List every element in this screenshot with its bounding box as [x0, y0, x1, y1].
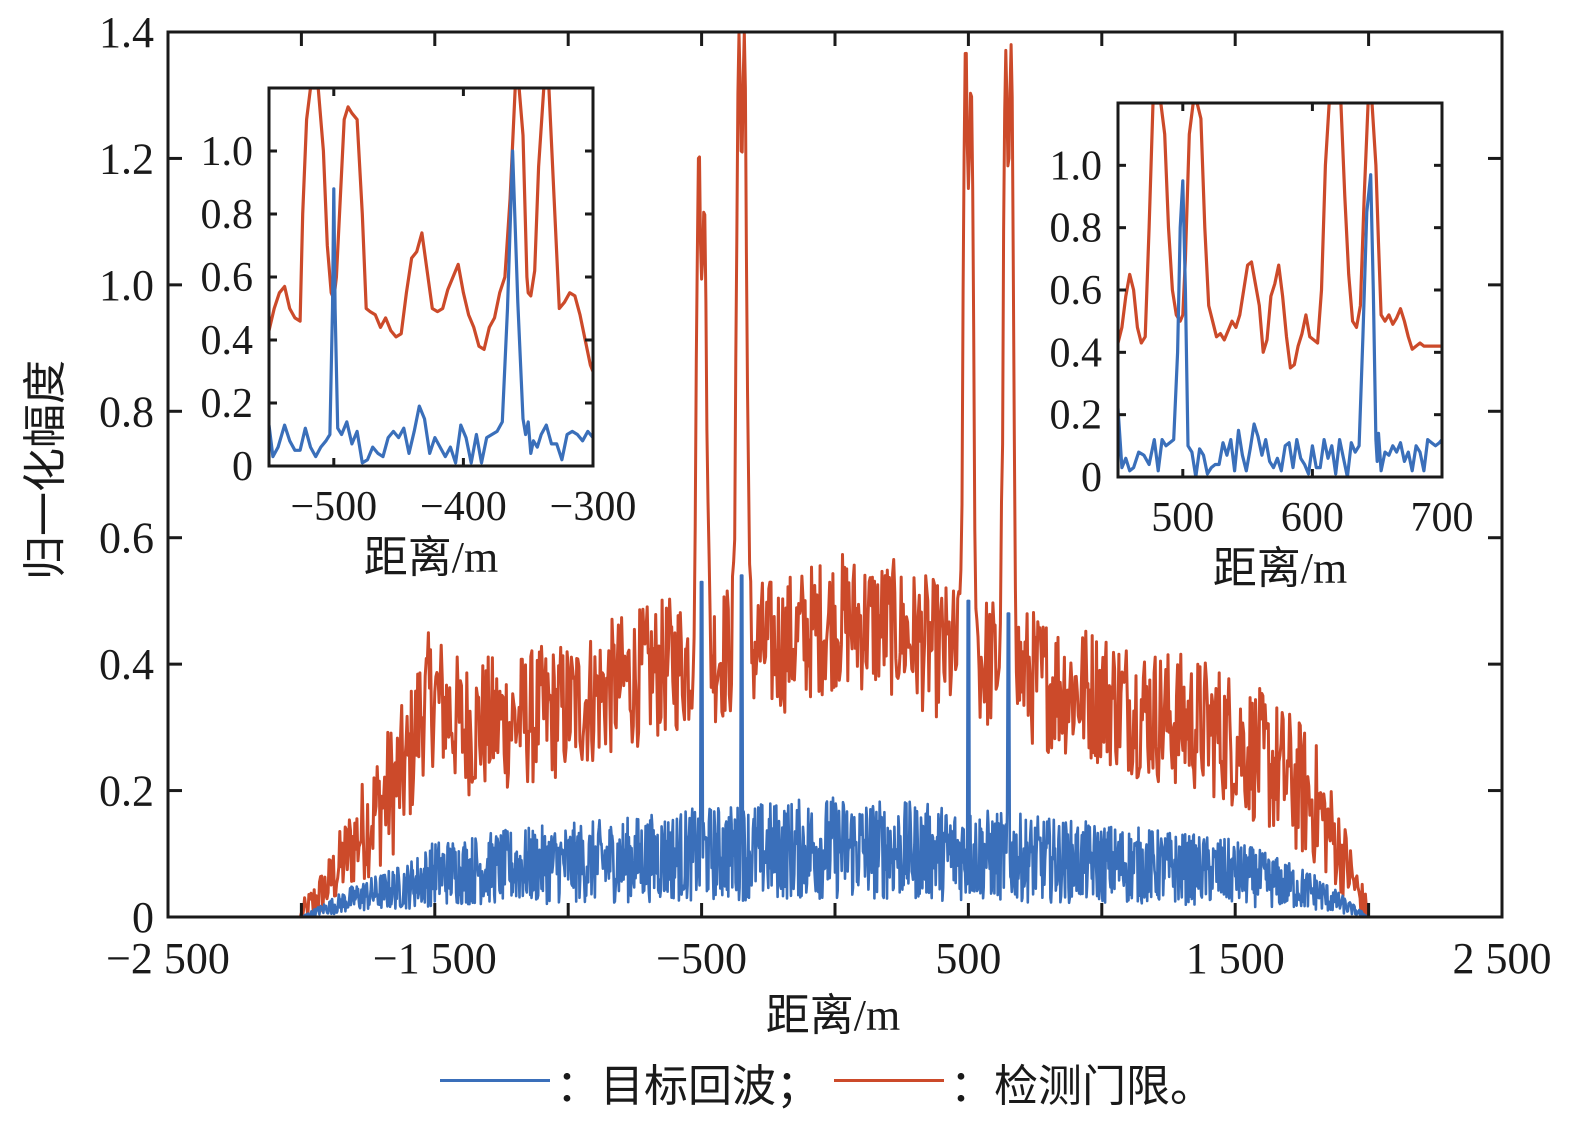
y-tick-label: 0.6 [99, 514, 154, 563]
x-tick-label: −500 [656, 934, 747, 983]
series-line-target-echo [300, 574, 1370, 917]
inset-y-tick-label: 1.0 [1050, 143, 1103, 189]
inset-x-tick-label: −400 [420, 484, 507, 530]
inset-y-tick-label: 0.8 [1050, 206, 1103, 252]
inset-y-tick-label: 0.6 [201, 255, 254, 301]
legend-label-target-echo: ：目标回波； [556, 1062, 820, 1111]
inset-left: −500 −400 −300 0 0.2 0.4 0.6 0.8 1.0 距离/m [201, 86, 637, 582]
inset-y-tick-label: 0.4 [1050, 330, 1103, 376]
x-tick-label: 500 [935, 934, 1001, 983]
inset-right: 500 600 700 0 0.2 0.4 0.6 0.8 1.0 距离/m [1050, 101, 1474, 593]
x-tick-label: −2 500 [106, 934, 230, 983]
inset-series-threshold [269, 88, 593, 373]
inset-y-tick-label: 0.4 [201, 318, 254, 364]
legend-swatch-target-echo [440, 1078, 550, 1082]
inset-y-tick-label: 0.6 [1050, 268, 1103, 314]
y-tick-label: 0.8 [99, 387, 154, 436]
legend: ：目标回波； ：检测门限。 [440, 1052, 1214, 1112]
inset-x-tick-label: 500 [1151, 495, 1214, 541]
inset-x-tick-label: 600 [1281, 495, 1344, 541]
main-series-group [220, 32, 1450, 917]
inset-x-tick-label: −300 [550, 484, 637, 530]
y-tick-label: 1.2 [99, 134, 154, 183]
inset-x-tick-label: −500 [290, 484, 377, 530]
inset-y-tick-label: 0.8 [201, 192, 254, 238]
inset-x-tick-label: 700 [1411, 495, 1474, 541]
inset-x-axis-title: 距离/m [1213, 544, 1347, 593]
y-tick-label: 0 [132, 893, 154, 942]
inset-x-axis-title: 距离/m [364, 533, 498, 582]
main-x-axis-title: 距离/m [766, 991, 900, 1040]
inset-series-target-echo [269, 149, 593, 465]
inset-y-tick-label: 0.2 [201, 381, 254, 427]
x-tick-label: 2 500 [1453, 934, 1552, 983]
inset-y-tick-label: 0.2 [1050, 393, 1103, 439]
inset-y-tick-label: 0 [232, 444, 253, 490]
inset-series-threshold [1118, 103, 1442, 370]
main-plot: −2 500 −1 500 −500 500 1 500 2 500 0 0.2 0.4 0.6 0… [21, 8, 1552, 1040]
inset-y-tick-label: 1.0 [201, 129, 254, 175]
x-tick-label: −1 500 [373, 934, 497, 983]
series-line-threshold [220, 32, 1450, 917]
main-axes: −2 500 −1 500 −500 500 1 500 2 500 0 0.2 0.4 0.6 0… [99, 8, 1552, 983]
inset-y-tick-label: 0 [1081, 455, 1102, 501]
legend-swatch-threshold [834, 1078, 944, 1082]
y-tick-label: 1.4 [99, 8, 154, 57]
main-y-axis-title: 归一化幅度 [21, 360, 70, 580]
y-tick-label: 0.2 [99, 767, 154, 816]
legend-label-threshold: ：检测门限。 [950, 1062, 1214, 1111]
x-tick-label: 1 500 [1186, 934, 1285, 983]
inset-series-target-echo [1118, 173, 1442, 477]
y-tick-label: 1.0 [99, 261, 154, 310]
y-tick-label: 0.4 [99, 640, 154, 689]
